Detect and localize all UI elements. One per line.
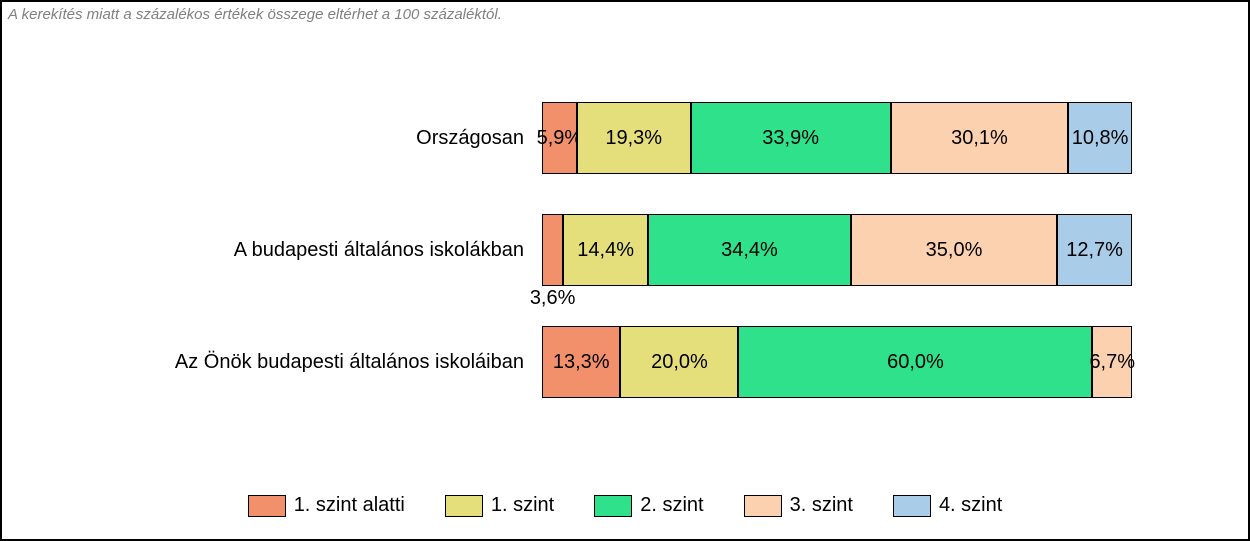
bar-segment: 13,3% (542, 326, 620, 398)
plot-area: Országosan5,9% 19,3% 33,9% 30,1% 10,8% A buda… (2, 102, 1248, 449)
bar-row: Az Önök budapesti általános iskoláiban13… (2, 326, 1248, 398)
segment-value-label: 35,0% (926, 239, 983, 262)
legend-swatch (893, 495, 931, 517)
row-label: Országosan (2, 127, 542, 150)
bar-segment: 34,4% (648, 214, 851, 286)
legend-label: 4. szint (939, 494, 1002, 517)
bar-segment: 14,4% (563, 214, 648, 286)
bar-row: A budapesti általános iskolákban3,6% 14,4… (2, 214, 1248, 286)
segment-value-label: 6,7% (1089, 351, 1135, 374)
legend-swatch (744, 495, 782, 517)
legend-item: 2. szint (594, 494, 703, 517)
bar-segment: 60,0% (738, 326, 1092, 398)
bar-segment: 3,6% (542, 214, 563, 286)
chart-footnote: A kerekítés miatt a százalékos értékek ö… (8, 6, 502, 23)
legend-item: 4. szint (893, 494, 1002, 517)
bar-segment: 33,9% (691, 102, 891, 174)
bar-segment: 20,0% (620, 326, 738, 398)
bar-row: Országosan5,9% 19,3% 33,9% 30,1% 10,8% (2, 102, 1248, 174)
segment-value-label: 13,3% (553, 351, 610, 374)
legend-swatch (594, 495, 632, 517)
legend-swatch (445, 495, 483, 517)
segment-value-label: 14,4% (577, 239, 634, 262)
bar-segment: 5,9% (542, 102, 577, 174)
stacked-bar: 13,3% 20,0% 60,0% 6,7% (542, 326, 1132, 398)
stacked-bar: 3,6% 14,4% 34,4% 35,0% 12,7% (542, 214, 1132, 286)
segment-value-label: 12,7% (1066, 239, 1123, 262)
segment-value-label: 30,1% (951, 127, 1008, 150)
legend-label: 1. szint (491, 494, 554, 517)
segment-value-label: 19,3% (605, 127, 662, 150)
bar-segment: 6,7% (1092, 326, 1132, 398)
segment-value-label: 60,0% (887, 351, 944, 374)
segment-value-label: 10,8% (1072, 127, 1129, 150)
bar-segment: 12,7% (1057, 214, 1132, 286)
bar-segment: 35,0% (851, 214, 1057, 286)
segment-value-label: 5,9% (537, 127, 583, 150)
legend-swatch (248, 495, 286, 517)
bar-segment: 10,8% (1068, 102, 1132, 174)
segment-value-label: 3,6% (530, 287, 576, 310)
segment-value-label: 20,0% (651, 351, 708, 374)
legend-label: 3. szint (790, 494, 853, 517)
segment-value-label: 34,4% (721, 239, 778, 262)
legend: 1. szint alatti 1. szint 2. szint 3. szint 4… (2, 494, 1248, 517)
bar-segment: 19,3% (577, 102, 691, 174)
legend-item: 1. szint alatti (248, 494, 405, 517)
stacked-bar: 5,9% 19,3% 33,9% 30,1% 10,8% (542, 102, 1132, 174)
row-label: A budapesti általános iskolákban (2, 239, 542, 262)
legend-label: 1. szint alatti (294, 494, 405, 517)
legend-item: 3. szint (744, 494, 853, 517)
chart-container: A kerekítés miatt a százalékos értékek ö… (0, 0, 1250, 541)
segment-value-label: 33,9% (762, 127, 819, 150)
row-label: Az Önök budapesti általános iskoláiban (2, 351, 542, 374)
legend-item: 1. szint (445, 494, 554, 517)
bar-segment: 30,1% (891, 102, 1069, 174)
legend-label: 2. szint (640, 494, 703, 517)
